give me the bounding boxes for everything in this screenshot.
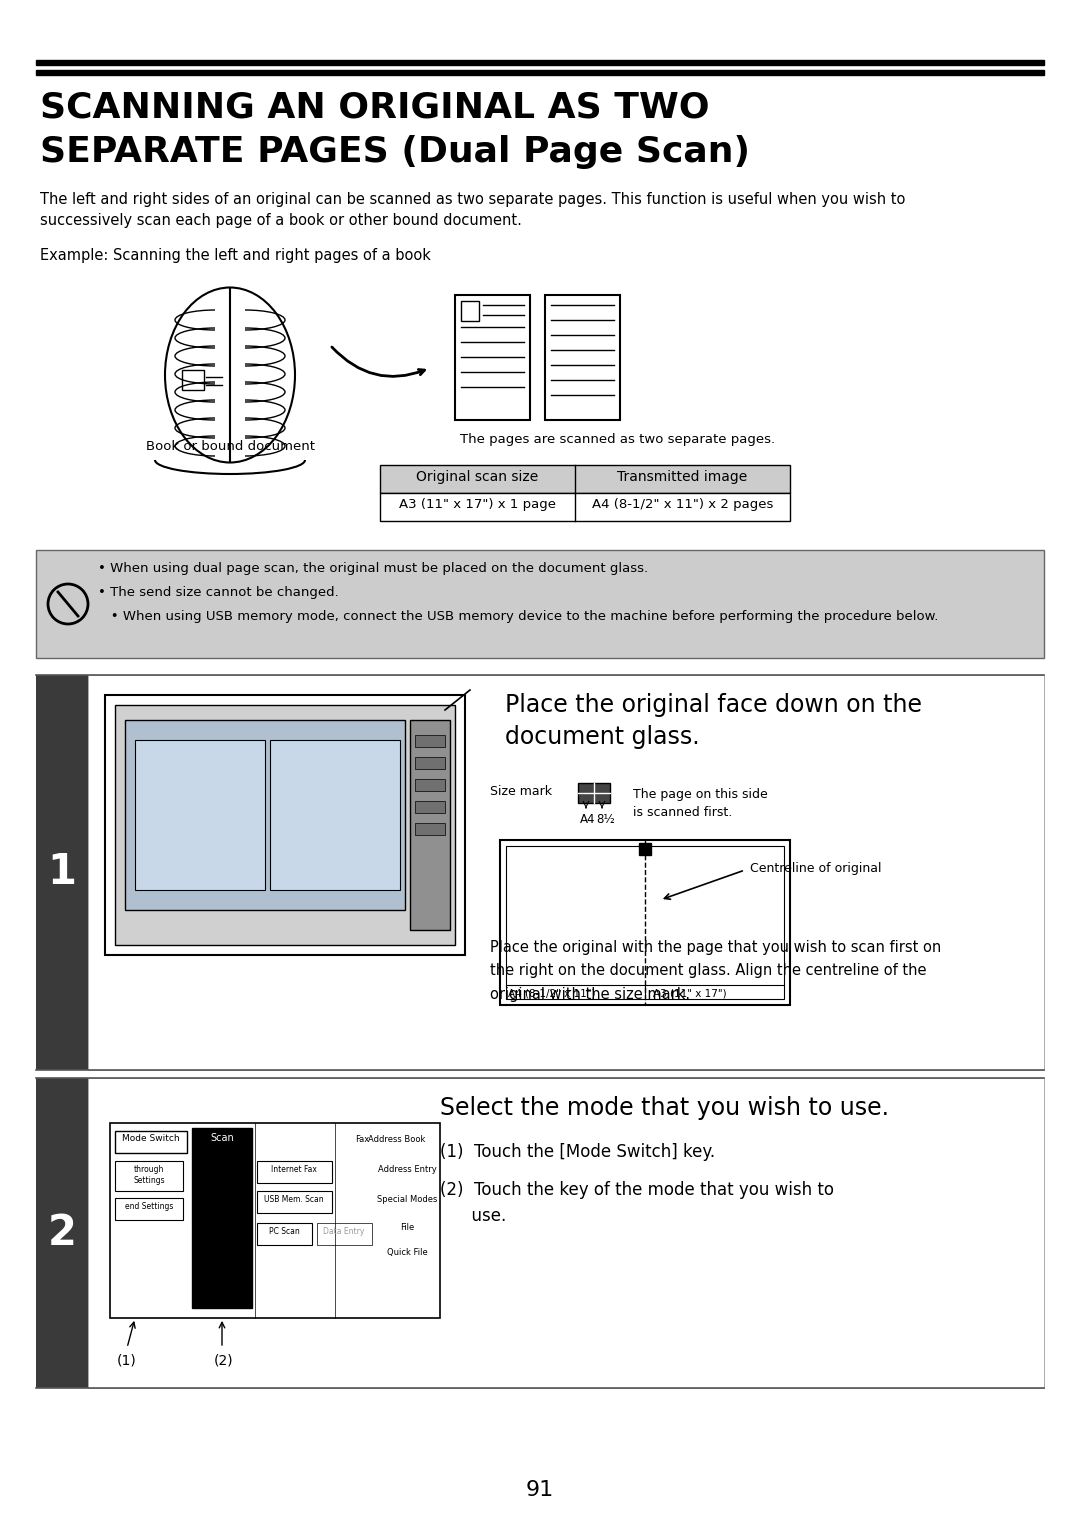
Text: A3 (11" x 17"): A3 (11" x 17") <box>653 989 727 999</box>
Text: Special Modes: Special Modes <box>377 1195 437 1204</box>
Text: Data Entry: Data Entry <box>323 1227 365 1236</box>
Text: Scan: Scan <box>211 1132 234 1143</box>
Text: Place the original with the page that you wish to scan first on
the right on the: Place the original with the page that yo… <box>490 940 942 1002</box>
Text: Mode Switch: Mode Switch <box>122 1134 179 1143</box>
Bar <box>380 494 789 521</box>
Text: SEPARATE PAGES (Dual Page Scan): SEPARATE PAGES (Dual Page Scan) <box>40 134 750 170</box>
Text: Internet Fax: Internet Fax <box>271 1164 316 1174</box>
Text: A4 (8-1/2" x 11") x 2 pages: A4 (8-1/2" x 11") x 2 pages <box>592 498 773 510</box>
Bar <box>135 740 265 889</box>
Bar <box>87 1077 1044 1387</box>
Text: through
Settings: through Settings <box>133 1164 165 1186</box>
Text: A3 (11" x 17") x 1 page: A3 (11" x 17") x 1 page <box>399 498 556 510</box>
Text: Select the mode that you wish to use.: Select the mode that you wish to use. <box>440 1096 889 1120</box>
Text: end Settings: end Settings <box>125 1203 173 1212</box>
Text: SCANNING AN ORIGINAL AS TWO: SCANNING AN ORIGINAL AS TWO <box>40 90 710 124</box>
Text: Transmitted image: Transmitted image <box>618 471 747 484</box>
Bar <box>114 1198 183 1219</box>
Text: PC Scan: PC Scan <box>269 1227 299 1236</box>
Bar <box>415 756 445 769</box>
Bar <box>114 1161 183 1190</box>
Bar <box>410 720 450 931</box>
Text: Quick File: Quick File <box>387 1248 428 1258</box>
Bar <box>183 370 204 390</box>
Bar <box>578 782 610 804</box>
Text: Address Book: Address Book <box>368 1135 426 1144</box>
Text: Place the original face down on the
document glass.: Place the original face down on the docu… <box>505 694 922 749</box>
Text: The pages are scanned as two separate pages.: The pages are scanned as two separate pa… <box>460 432 775 446</box>
Text: • When using USB memory mode, connect the USB memory device to the machine befor: • When using USB memory mode, connect th… <box>98 610 939 623</box>
Bar <box>257 1190 332 1213</box>
Text: The page on this side
is scanned first.: The page on this side is scanned first. <box>633 788 768 819</box>
Text: Size mark: Size mark <box>490 785 552 798</box>
Bar <box>415 824 445 834</box>
Bar <box>507 847 784 999</box>
Bar <box>455 295 530 420</box>
Bar <box>415 735 445 747</box>
Text: (1): (1) <box>117 1352 137 1368</box>
Text: USB Mem. Scan: USB Mem. Scan <box>265 1195 324 1204</box>
Bar <box>257 1222 312 1245</box>
Text: Fax: Fax <box>355 1135 369 1144</box>
Text: 8½: 8½ <box>596 813 615 827</box>
Bar <box>36 550 1044 659</box>
Text: Original scan size: Original scan size <box>417 471 539 484</box>
Bar <box>380 465 789 494</box>
Text: Address Entry: Address Entry <box>378 1164 436 1174</box>
Text: A4: A4 <box>580 813 595 827</box>
Text: (2)  Touch the key of the mode that you wish to
      use.: (2) Touch the key of the mode that you w… <box>440 1181 834 1225</box>
Bar <box>125 720 405 911</box>
Text: Example: Scanning the left and right pages of a book: Example: Scanning the left and right pag… <box>40 248 431 263</box>
Bar <box>318 1222 372 1245</box>
Bar <box>110 1123 440 1319</box>
Bar <box>36 70 1044 75</box>
Bar <box>114 704 455 944</box>
Bar <box>545 295 620 420</box>
Bar <box>36 1077 87 1387</box>
Bar <box>337 1131 387 1154</box>
Text: 91: 91 <box>526 1481 554 1500</box>
Text: The left and right sides of an original can be scanned as two separate pages. Th: The left and right sides of an original … <box>40 193 905 228</box>
Text: A4 (8-1/2" x 11"): A4 (8-1/2" x 11") <box>508 989 595 999</box>
Bar <box>639 843 651 856</box>
Text: 2: 2 <box>48 1212 77 1254</box>
Bar <box>114 1131 187 1154</box>
Bar <box>36 675 87 1070</box>
Bar <box>36 60 1044 66</box>
Text: • When using dual page scan, the original must be placed on the document glass.: • When using dual page scan, the origina… <box>98 562 648 575</box>
Text: • The send size cannot be changed.: • The send size cannot be changed. <box>98 587 339 599</box>
Text: 1: 1 <box>48 851 77 892</box>
Bar <box>192 1128 252 1308</box>
Bar <box>500 840 789 1005</box>
Bar <box>461 301 480 321</box>
Text: Book or bound document: Book or bound document <box>146 440 314 452</box>
Text: Centreline of original: Centreline of original <box>750 862 881 876</box>
Text: File: File <box>400 1222 414 1232</box>
Bar <box>257 1161 332 1183</box>
Bar <box>415 801 445 813</box>
Text: (1)  Touch the [Mode Switch] key.: (1) Touch the [Mode Switch] key. <box>440 1143 715 1161</box>
Bar <box>105 695 465 955</box>
Text: (2): (2) <box>214 1352 233 1368</box>
Bar <box>415 779 445 792</box>
Bar <box>87 675 1044 1070</box>
Bar <box>270 740 400 889</box>
